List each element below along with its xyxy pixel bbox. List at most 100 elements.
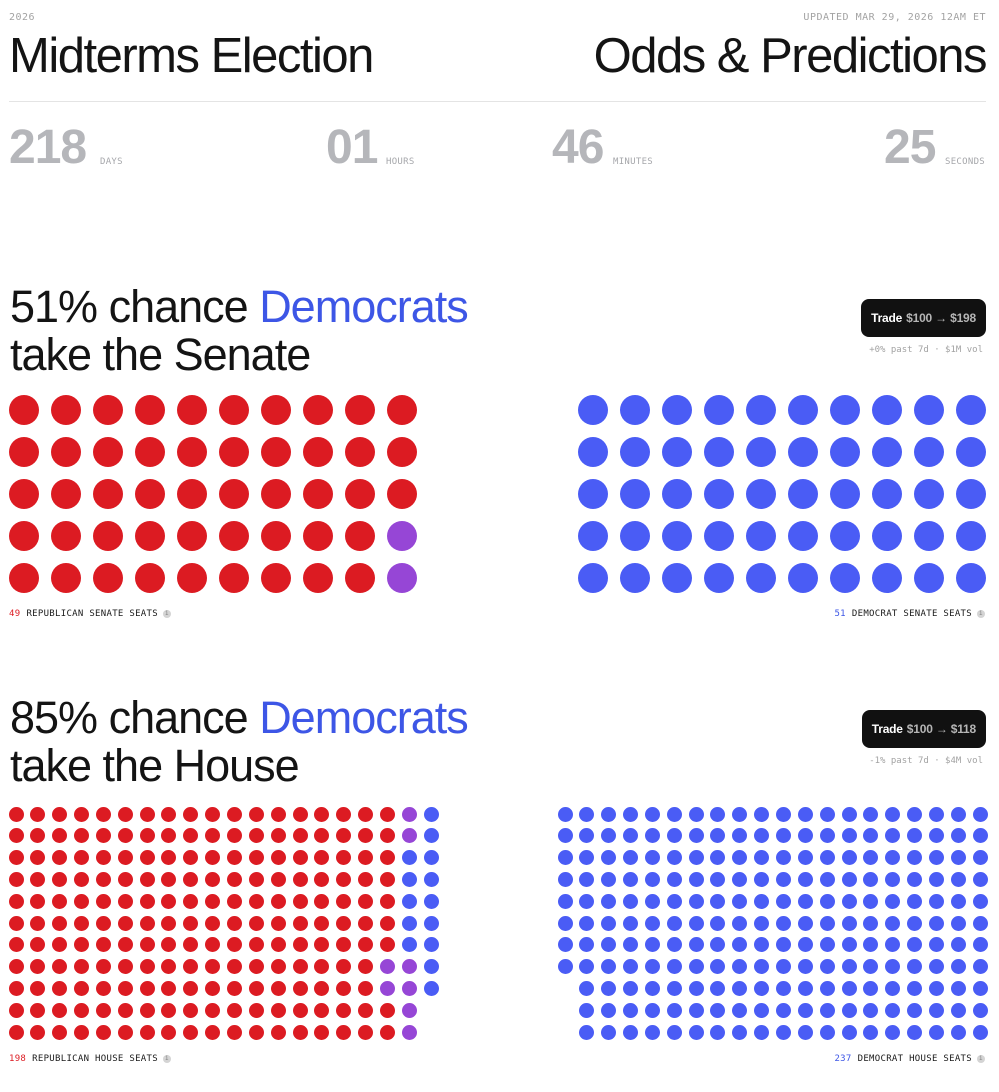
- republican-seat-dot: [8, 980, 24, 996]
- democrat-seat-dot: [907, 806, 923, 822]
- republican-seat-dot: [248, 1002, 264, 1018]
- democrat-seat-dot: [623, 980, 639, 996]
- democrat-seat-dot: [666, 893, 682, 909]
- democrat-seat-dot: [732, 893, 748, 909]
- democrat-seat-dot: [623, 850, 639, 866]
- democrat-seat-dot: [841, 1024, 857, 1040]
- republican-seat-dot: [117, 915, 133, 931]
- house-democrat-count: 237: [834, 1054, 852, 1064]
- republican-seat-dot: [30, 1002, 46, 1018]
- republican-seat-dot: [379, 806, 395, 822]
- house-headline: 85% chance Democrats take the House: [10, 692, 469, 791]
- democrat-seat-dot: [423, 915, 439, 931]
- democrat-seat-dot: [972, 1002, 988, 1018]
- democrat-seat-dot: [788, 395, 818, 425]
- democrat-seat-dot: [710, 959, 726, 975]
- democrat-seat-dot: [885, 915, 901, 931]
- democrat-seat-dot: [776, 937, 791, 953]
- countdown-minutes-value: 46: [552, 121, 604, 174]
- republican-seat-dot: [30, 959, 46, 975]
- republican-seat-dot: [345, 479, 375, 509]
- democrat-seat-dot: [950, 871, 966, 887]
- tossup-seat-dot: [379, 980, 395, 996]
- republican-seat-dot: [8, 915, 24, 931]
- democrat-seat-dot: [819, 893, 835, 909]
- democrat-seat-dot: [819, 828, 835, 844]
- democrat-seat-dot: [579, 980, 595, 996]
- republican-seat-dot: [8, 937, 24, 953]
- democrat-seat-dot: [776, 850, 791, 866]
- republican-seat-dot: [345, 437, 375, 467]
- democrat-seat-dot: [623, 1002, 639, 1018]
- senate-trade-button[interactable]: Trade $100 → $198: [861, 299, 986, 337]
- countdown-seconds-unit: SECONDS: [945, 157, 986, 167]
- democrat-seat-dot: [797, 915, 813, 931]
- republican-seat-dot: [205, 1024, 221, 1040]
- democrat-seat-dot: [788, 563, 818, 593]
- democrat-seat-dot: [841, 806, 857, 822]
- democrat-seat-dot: [662, 437, 692, 467]
- democrat-seat-dot: [423, 871, 439, 887]
- republican-seat-dot: [270, 806, 286, 822]
- democrat-seat-dot: [863, 828, 879, 844]
- democrat-seat-dot: [732, 937, 748, 953]
- republican-seat-dot: [9, 437, 39, 467]
- house-trade-button[interactable]: Trade $100 → $118: [861, 710, 986, 748]
- democrat-seat-dot: [914, 521, 944, 551]
- republican-seat-dot: [95, 1002, 111, 1018]
- republican-seat-dot: [8, 959, 24, 975]
- republican-seat-dot: [51, 437, 81, 467]
- house-chance-text: 85% chance: [10, 692, 260, 743]
- republican-seat-dot: [303, 395, 333, 425]
- tossup-seat-dot: [387, 563, 417, 593]
- republican-seat-dot: [117, 893, 133, 909]
- democrat-seat-dot: [885, 871, 901, 887]
- republican-seat-dot: [314, 893, 330, 909]
- democrat-seat-dot: [797, 806, 813, 822]
- democrat-seat-dot: [776, 871, 791, 887]
- republican-seat-dot: [117, 980, 133, 996]
- democrat-seat-dot: [644, 980, 660, 996]
- house-headline-line2: take the House: [10, 740, 300, 791]
- democrat-seat-dot: [950, 1002, 966, 1018]
- republican-seat-dot: [205, 937, 221, 953]
- republican-seat-dot: [30, 1024, 46, 1040]
- democrat-seat-dot: [620, 479, 650, 509]
- republican-seat-dot: [227, 850, 242, 866]
- democrat-seat-dot: [644, 893, 660, 909]
- republican-seat-dot: [52, 1024, 68, 1040]
- info-icon[interactable]: i: [977, 1055, 985, 1063]
- republican-seat-dot: [161, 937, 177, 953]
- democrat-seat-dot: [928, 893, 944, 909]
- democrat-seat-dot: [788, 479, 818, 509]
- democrat-seat-dot: [914, 395, 944, 425]
- tossup-seat-dot: [387, 521, 417, 551]
- republican-seat-dot: [205, 806, 221, 822]
- democrat-seat-dot: [623, 937, 639, 953]
- republican-seat-dot: [379, 1002, 395, 1018]
- info-icon[interactable]: i: [162, 610, 171, 618]
- republican-seat-dot: [183, 893, 199, 909]
- democrat-seat-dot: [557, 828, 573, 844]
- info-icon[interactable]: i: [162, 1055, 171, 1063]
- republican-seat-dot: [270, 937, 286, 953]
- republican-seat-dot: [227, 1002, 242, 1018]
- republican-seat-dot: [135, 521, 165, 551]
- republican-seat-dot: [227, 871, 242, 887]
- democrat-seat-dot: [578, 563, 608, 593]
- democrat-seat-dot: [644, 871, 660, 887]
- republican-seat-dot: [30, 915, 46, 931]
- republican-seat-dot: [93, 521, 123, 551]
- republican-seat-dot: [74, 806, 90, 822]
- info-icon[interactable]: i: [977, 610, 985, 618]
- democrat-seat-dot: [666, 980, 682, 996]
- republican-seat-dot: [379, 871, 395, 887]
- republican-seat-dot: [261, 437, 291, 467]
- republican-seat-dot: [248, 937, 264, 953]
- democrat-seat-dot: [746, 563, 776, 593]
- republican-seat-dot: [227, 937, 242, 953]
- republican-seat-dot: [314, 915, 330, 931]
- democrat-seat-dot: [704, 395, 734, 425]
- democrat-seat-dot: [601, 980, 617, 996]
- democrat-seat-dot: [841, 980, 857, 996]
